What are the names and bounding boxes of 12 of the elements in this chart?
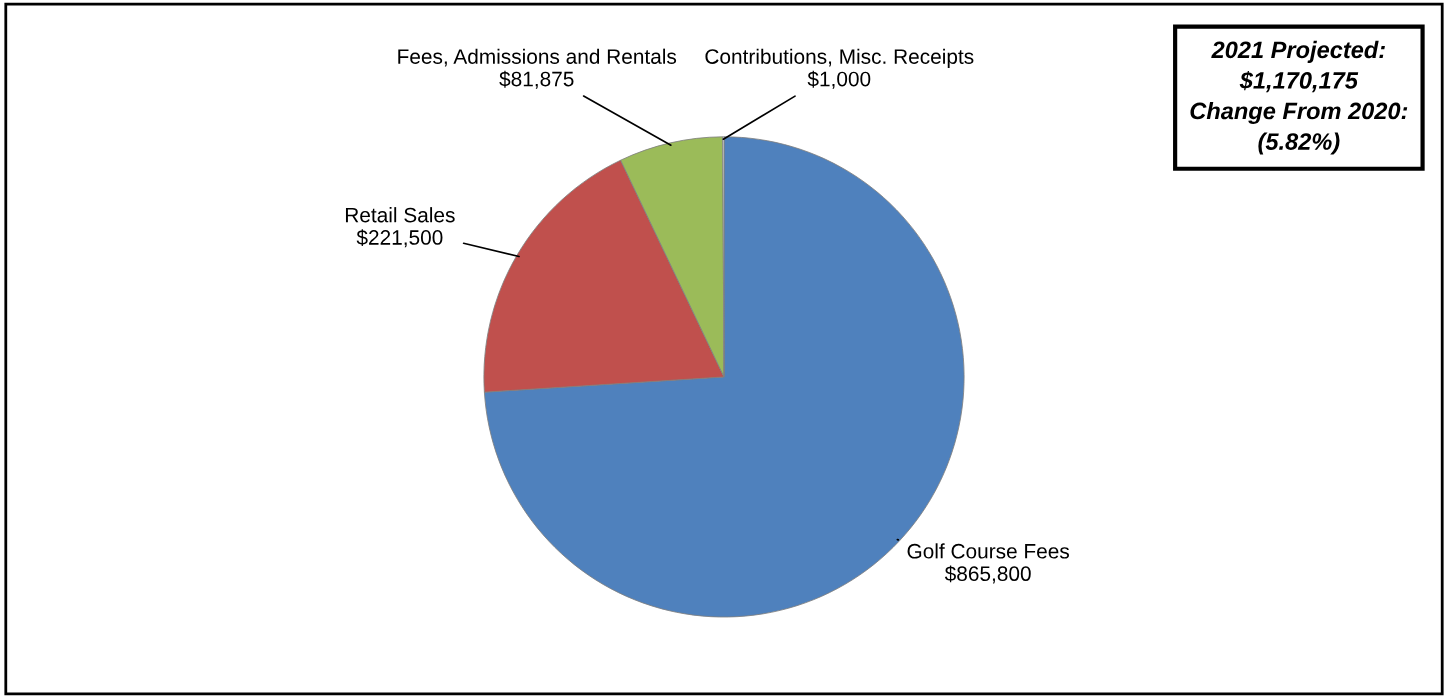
data-label: $1,000 [807, 70, 871, 89]
text: 2021 Projected: [1211, 40, 1385, 63]
slice-label: Retail Sales [345, 207, 455, 223]
data-label: $865,800 [944, 565, 1031, 584]
text: (5.82%) [1258, 132, 1340, 155]
slice-label: Fees, Admissions and Rentals [398, 48, 677, 67]
slice-label: Contributions, Misc. Receipts [705, 48, 974, 69]
data-label: $221,500 [356, 229, 443, 248]
data-label: $81,875 [499, 70, 574, 89]
text: $1,170,175 [1239, 71, 1359, 93]
slice-label: Golf Course Fees [907, 543, 1070, 559]
text: Change From 2020: [1190, 102, 1408, 125]
